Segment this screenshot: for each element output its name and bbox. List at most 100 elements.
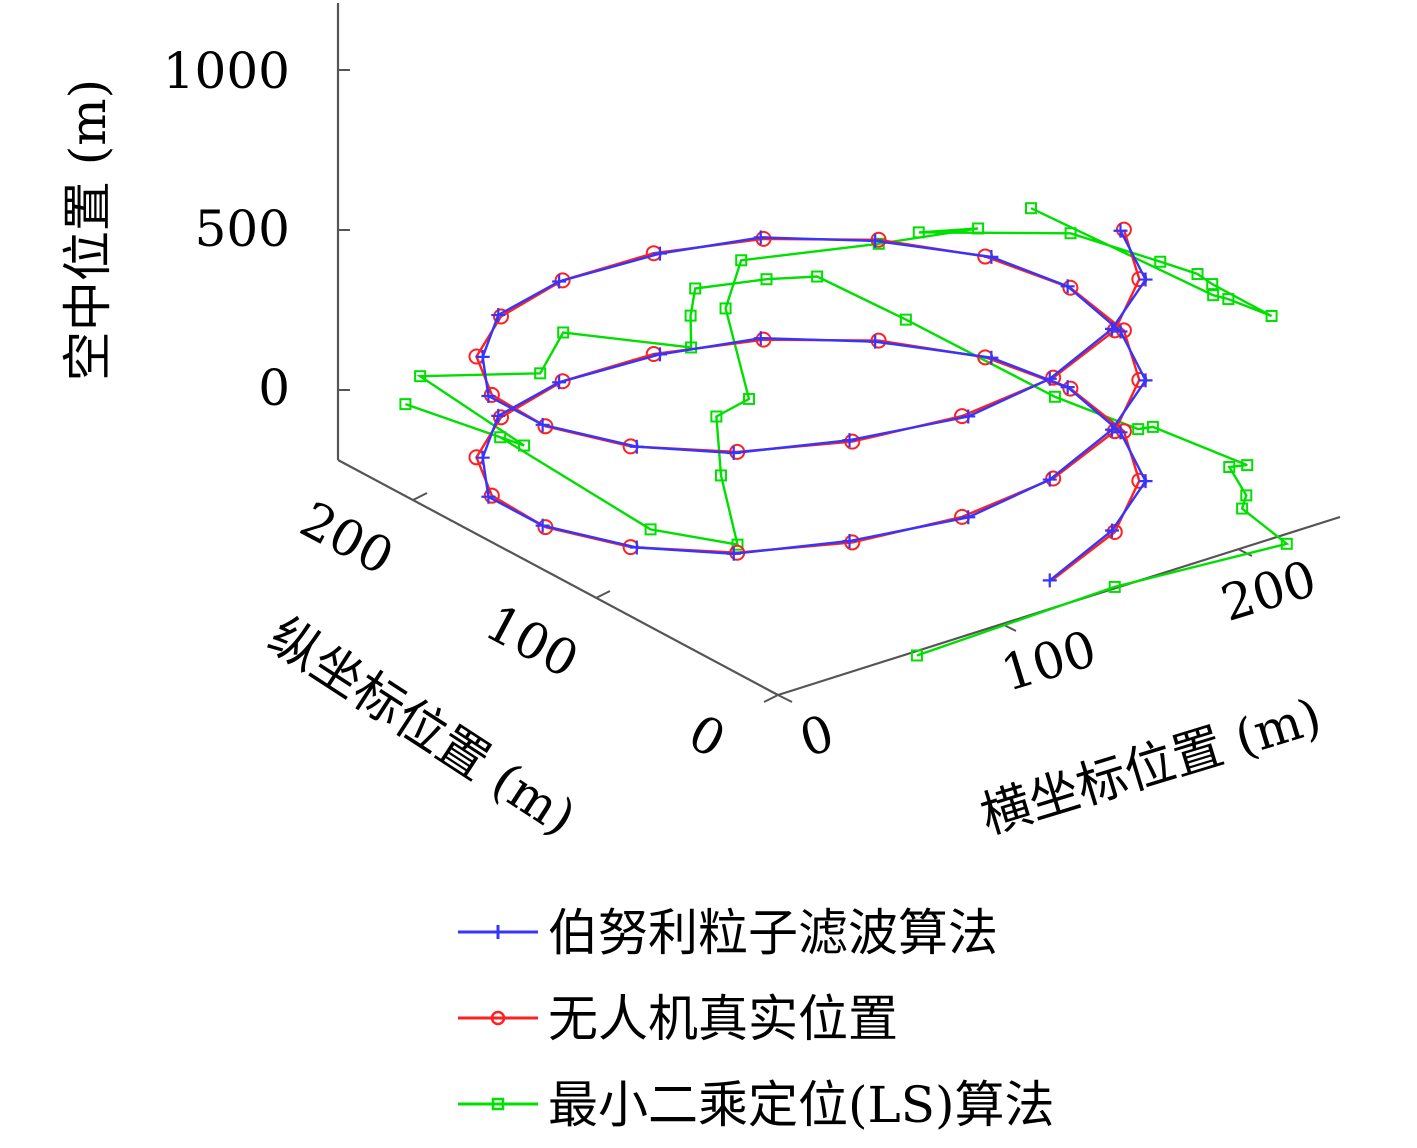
- z-axis-label: 空中位置 (m): [59, 79, 117, 381]
- ls-point-34: [1191, 268, 1204, 281]
- pf-point-18: [1042, 472, 1057, 487]
- ls-point-20: [399, 398, 412, 411]
- ls-point-4: [1240, 489, 1253, 502]
- pf-point-31: [535, 417, 550, 432]
- ls-point-33: [1154, 255, 1167, 268]
- ls-point-8: [1132, 423, 1145, 436]
- axes: [336, 3, 1341, 703]
- x-axis-label: 横坐标位置 (m): [974, 687, 1328, 845]
- ls-point-11: [811, 270, 824, 283]
- series-least-squares: [399, 202, 1293, 662]
- pf-point-19: [1105, 422, 1120, 437]
- pf-point-23: [984, 249, 999, 264]
- pf-point-32: [629, 439, 644, 454]
- ls-point-13: [689, 282, 702, 295]
- pf-point-1: [1105, 523, 1120, 538]
- pf-point-36: [1042, 371, 1057, 386]
- legend-item-true: 无人机真实位置: [458, 990, 898, 1048]
- pf-point-20: [1138, 373, 1153, 388]
- ls-point-28: [735, 254, 748, 267]
- x-tick-mark-200: [1237, 548, 1253, 557]
- pf-point-16: [842, 533, 857, 548]
- pf-point-13: [535, 518, 550, 533]
- ls-point-38: [1207, 289, 1220, 302]
- ls-point-7: [1146, 420, 1159, 433]
- pf-point-10: [491, 408, 506, 423]
- pf-point-27: [552, 274, 567, 289]
- ls-point-14: [684, 309, 697, 322]
- ls-point-31: [912, 226, 925, 239]
- ls-point-26: [743, 392, 756, 405]
- y-tick-label-100: 100: [476, 593, 587, 689]
- x-tick-label-0: 0: [793, 704, 840, 769]
- ls-point-0: [910, 649, 923, 662]
- legend: 伯努利粒子滤波算法 无人机真实位置 最小二乘定位(LS)算法: [458, 904, 1054, 1134]
- legend-label-true: 无人机真实位置: [548, 990, 898, 1048]
- legend-item-bernoulli: 伯努利粒子滤波算法: [458, 904, 998, 962]
- pf-point-5: [984, 350, 999, 365]
- pf-point-9: [552, 375, 567, 390]
- ls-point-23: [731, 538, 744, 551]
- ls-point-39: [1025, 202, 1037, 215]
- ls-point-19: [518, 439, 531, 452]
- pf-point-2: [1138, 474, 1153, 489]
- legend-item-ls: 最小二乘定位(LS)算法: [458, 1076, 1054, 1134]
- pf-point-7: [753, 331, 768, 346]
- legend-label-bernoulli: 伯努利粒子滤波算法: [548, 904, 998, 962]
- pf-point-3: [1113, 425, 1128, 440]
- y-tick-label-0: 0: [679, 703, 734, 769]
- pf-point-28: [491, 308, 506, 323]
- y-tick-mark-100: [595, 590, 611, 599]
- legend-plus-marker-icon: [491, 925, 505, 939]
- pf-point-33: [726, 446, 741, 461]
- x-tick-mark-0: [777, 694, 793, 703]
- ls-point-37: [1222, 293, 1235, 306]
- pf-point-0: [1042, 573, 1057, 588]
- ls-point-22: [644, 523, 657, 536]
- pf-point-8: [652, 347, 667, 362]
- pf-point-17: [961, 510, 976, 525]
- pf-point-30: [481, 388, 496, 403]
- ls-line: [405, 207, 1290, 657]
- pf-line: [481, 230, 1147, 582]
- ls-point-25: [710, 410, 723, 423]
- y-tick-label-200: 200: [291, 490, 402, 586]
- legend-label-ls: 最小二乘定位(LS)算法: [548, 1076, 1054, 1134]
- z-tick-label-0: 0: [258, 359, 290, 417]
- pf-point-11: [475, 450, 490, 465]
- true-point-28: [493, 308, 510, 325]
- z-tick-label-500: 500: [195, 200, 290, 258]
- z-tick-label-1000: 1000: [163, 42, 290, 100]
- ls-point-24: [714, 469, 727, 482]
- pf-point-38: [1138, 272, 1153, 287]
- x-tick-label-100: 100: [995, 619, 1103, 702]
- ls-point-6: [1241, 459, 1254, 472]
- true-point-4: [1062, 380, 1079, 397]
- y-tick-mark-0: [763, 694, 779, 703]
- pf-point-26: [652, 246, 667, 261]
- ls-point-2: [1280, 537, 1293, 550]
- ls-point-21: [494, 431, 507, 444]
- ls-point-27: [719, 302, 732, 315]
- y-axis-line: [337, 459, 779, 696]
- pf-point-15: [726, 546, 741, 561]
- pf-point-24: [868, 233, 883, 248]
- pf-point-6: [868, 334, 883, 349]
- true-point-22: [1062, 279, 1079, 296]
- ls-point-35: [1206, 278, 1219, 291]
- ls-point-10: [899, 313, 912, 326]
- ls-point-17: [534, 367, 547, 380]
- legend-circle-marker-icon: [490, 1010, 506, 1026]
- ls-point-16: [557, 326, 570, 339]
- true-line: [475, 229, 1141, 581]
- series-bernoulli-filter: [475, 223, 1153, 588]
- ls-point-36: [1265, 309, 1278, 322]
- ls-point-1: [1108, 580, 1121, 593]
- x-tick-label-200: 200: [1215, 549, 1323, 632]
- ls-point-5: [1223, 461, 1236, 474]
- pf-point-4: [1060, 380, 1075, 395]
- ls-point-30: [972, 222, 985, 235]
- pf-point-35: [961, 409, 976, 424]
- y-tick-mark-200: [412, 492, 428, 501]
